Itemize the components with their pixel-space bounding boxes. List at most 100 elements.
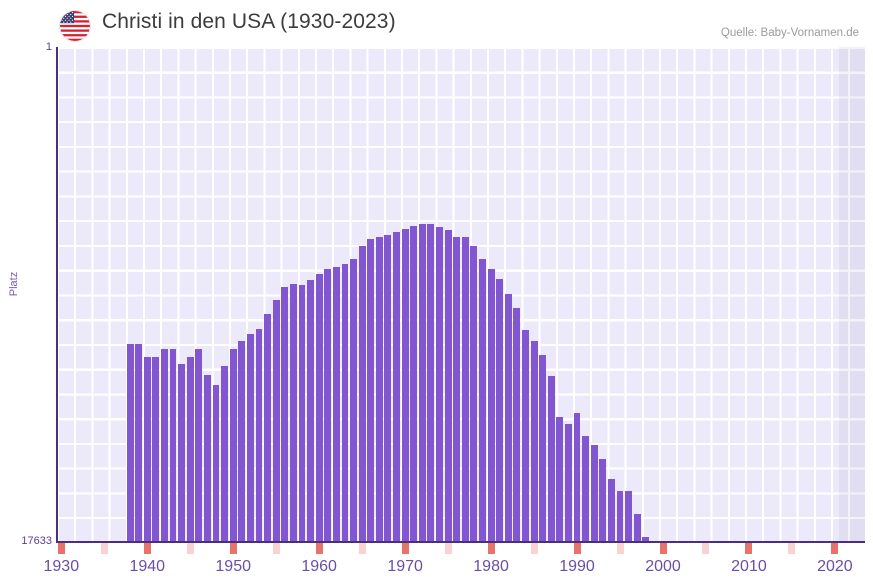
bar <box>582 436 590 542</box>
chart-header: Christi in den USA (1930-2023) Quelle: B… <box>0 0 873 46</box>
bar <box>212 385 220 542</box>
bar <box>479 259 486 542</box>
bar <box>238 341 246 542</box>
bar <box>186 357 194 542</box>
x-tick-minor <box>358 543 366 554</box>
bar <box>195 349 203 542</box>
bar <box>289 284 297 542</box>
bar <box>152 357 160 542</box>
bar <box>547 376 555 542</box>
x-tick-minor <box>788 543 796 554</box>
bar <box>332 267 340 542</box>
bar <box>410 226 418 542</box>
bar <box>393 232 400 542</box>
bar <box>616 491 624 542</box>
x-tick-minor <box>530 543 538 554</box>
x-tick-major <box>57 543 65 554</box>
x-axis-label: 1960 <box>301 558 337 575</box>
x-tick-major <box>229 543 237 554</box>
x-axis-labels: 1930 1940 1950 1960 1970 1980 1990 2000 2010 2020 <box>0 558 873 584</box>
bar <box>607 479 615 542</box>
x-axis-label: 1990 <box>559 558 595 575</box>
bar <box>341 264 349 542</box>
bar <box>573 413 581 542</box>
x-tick-minor <box>702 543 710 554</box>
bar <box>264 314 272 542</box>
bar <box>298 285 306 542</box>
x-tick-minor <box>616 543 624 554</box>
bar <box>169 349 177 542</box>
plot-area <box>57 47 865 542</box>
x-axis-label: 1980 <box>473 558 509 575</box>
bar <box>522 330 529 542</box>
x-axis-label: 1930 <box>43 558 80 575</box>
bar <box>633 514 641 542</box>
x-axis-label: 2020 <box>817 558 853 575</box>
bar <box>367 239 375 542</box>
bar <box>384 235 392 542</box>
x-tick-major <box>831 543 839 554</box>
x-axis-label: 2010 <box>731 558 767 575</box>
bar <box>281 287 289 542</box>
y-axis-top-label: 1 <box>45 41 52 53</box>
y-axis-line <box>56 47 58 543</box>
us-flag-icon <box>60 11 90 41</box>
bar <box>307 280 314 542</box>
bar <box>401 229 409 542</box>
x-tick-minor <box>444 543 452 554</box>
x-tick-major <box>745 543 753 554</box>
bar <box>599 459 607 542</box>
bar <box>358 246 366 542</box>
bar <box>418 224 426 542</box>
x-tick-major <box>573 543 581 554</box>
bar <box>143 357 151 542</box>
bar <box>178 364 186 542</box>
bar <box>470 246 478 542</box>
x-tick-minor <box>272 543 280 554</box>
bar <box>161 349 168 542</box>
bar <box>203 375 211 542</box>
x-tick-major <box>315 543 323 554</box>
x-tick-minor <box>100 543 108 554</box>
bar <box>487 269 495 542</box>
y-axis-title: Platz <box>8 271 20 297</box>
future-region-shading <box>839 47 865 542</box>
bar <box>221 366 229 542</box>
bar <box>556 417 564 542</box>
bar <box>246 334 254 542</box>
x-axis-ticks <box>0 543 873 557</box>
bar <box>315 274 323 542</box>
x-axis-label: 1940 <box>129 558 166 575</box>
bar <box>272 300 280 542</box>
bar <box>427 224 435 542</box>
x-axis-line <box>57 541 865 543</box>
bar <box>375 237 383 542</box>
bar <box>436 227 443 542</box>
x-axis-label: 1970 <box>387 558 423 575</box>
x-tick-major <box>659 543 667 554</box>
bar <box>590 445 598 542</box>
x-axis-label: 2000 <box>645 558 681 575</box>
x-tick-major <box>401 543 409 554</box>
bar <box>461 237 469 542</box>
bar <box>539 355 547 542</box>
y-axis-bottom-label: 17633 <box>21 535 52 547</box>
x-axis-label: 1950 <box>215 558 251 575</box>
bar <box>126 344 134 542</box>
bar <box>350 259 357 542</box>
bar <box>444 230 452 542</box>
page-title: Christi in den USA (1930-2023) <box>102 10 396 33</box>
bar <box>135 344 143 542</box>
x-tick-minor <box>186 543 194 554</box>
bar <box>324 269 332 542</box>
bar <box>530 341 538 542</box>
bar <box>565 424 572 542</box>
bar <box>453 237 461 542</box>
bar <box>642 537 650 542</box>
bar <box>513 308 521 542</box>
bar <box>504 294 512 542</box>
bar <box>229 349 237 542</box>
bar <box>255 329 263 542</box>
bar <box>496 279 504 542</box>
